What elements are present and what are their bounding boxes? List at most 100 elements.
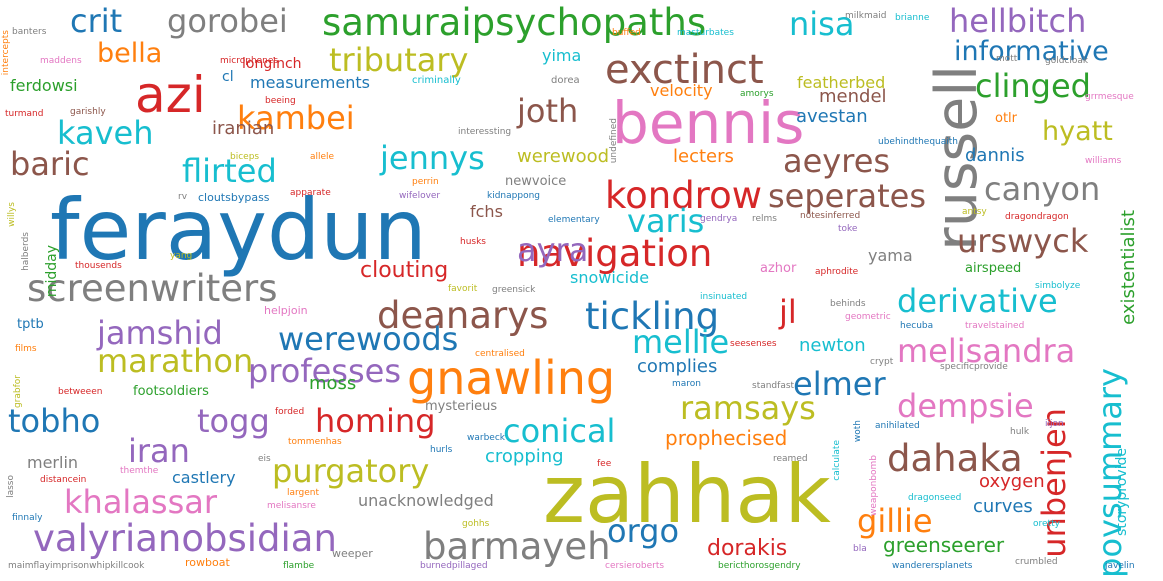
cloud-word-themthe: themthe bbox=[120, 466, 159, 476]
cloud-word-otlr: otlr bbox=[995, 111, 1018, 126]
cloud-word-informative: informative bbox=[954, 36, 1109, 67]
cloud-word-halberds: halberds bbox=[21, 232, 31, 271]
cloud-word-hulk: hulk bbox=[1010, 427, 1030, 437]
cloud-word-lecters: lecters bbox=[673, 146, 734, 167]
cloud-word-flirted: flirted bbox=[182, 152, 277, 190]
cloud-word-ubehindthequaith: ubehindthequaith bbox=[878, 137, 959, 147]
cloud-word-bella: bella bbox=[97, 38, 163, 69]
cloud-word-biceps: biceps bbox=[230, 152, 260, 162]
cloud-word-measurements: measurements bbox=[250, 73, 370, 92]
cloud-word-clouting: clouting bbox=[360, 258, 449, 283]
cloud-word-newton: newton bbox=[799, 335, 866, 356]
cloud-word-helpjoin: helpjoin bbox=[264, 304, 308, 317]
cloud-word-woth: woth bbox=[853, 420, 863, 443]
cloud-word-tobho: tobho bbox=[8, 402, 101, 440]
cloud-word-seesenses: seesenses bbox=[730, 339, 777, 349]
cloud-word-mendel: mendel bbox=[819, 86, 887, 107]
cloud-word-centralised: centralised bbox=[475, 349, 525, 359]
cloud-word-feraydun: feraydun bbox=[50, 181, 427, 279]
cloud-word-ferdowsi: ferdowsi bbox=[10, 76, 78, 95]
cloud-word-aphrodite: aphrodite bbox=[815, 267, 859, 277]
cloud-word-maddens: maddens bbox=[40, 56, 82, 66]
cloud-word-oxygen: oxygen bbox=[979, 471, 1045, 492]
cloud-word-fchs: fchs bbox=[470, 202, 503, 221]
cloud-word-footsoldiers: footsoldiers bbox=[133, 384, 209, 399]
cloud-word-crypt: crypt bbox=[870, 357, 894, 367]
cloud-word-criminally: criminally bbox=[412, 75, 461, 86]
cloud-word-distancein: distancein bbox=[40, 475, 87, 485]
cloud-word-storyprovide: storyprovide bbox=[1114, 448, 1130, 536]
cloud-word-varis: varis bbox=[627, 202, 705, 240]
cloud-word-derivative: derivative bbox=[897, 282, 1058, 320]
cloud-word-screenwriters: screenwriters bbox=[27, 267, 278, 310]
cloud-word-flambe: flambe bbox=[283, 561, 315, 571]
cloud-word-lasso: lasso bbox=[6, 475, 16, 498]
cloud-word-purgatory: purgatory bbox=[272, 452, 430, 490]
cloud-word-eis: eis bbox=[258, 454, 271, 464]
cloud-word-snowicide: snowicide bbox=[570, 268, 650, 287]
cloud-word-elmer: elmer bbox=[793, 365, 886, 403]
cloud-word-mellie: mellie bbox=[632, 323, 730, 361]
cloud-word-iranian: iranian bbox=[212, 118, 275, 139]
cloud-word-largent: largent bbox=[287, 488, 320, 498]
cloud-word-marathon: marathon bbox=[97, 342, 254, 380]
cloud-word-bennis: bennis bbox=[612, 89, 805, 157]
cloud-word-gorobei: gorobei bbox=[167, 2, 288, 40]
cloud-word-cropping: cropping bbox=[485, 446, 564, 467]
cloud-word-midday: midday bbox=[44, 245, 60, 298]
cloud-word-prophecised: prophecised bbox=[665, 426, 788, 450]
cloud-word-orgo: orgo bbox=[607, 512, 680, 550]
cloud-word-curves: curves bbox=[973, 496, 1033, 517]
cloud-word-aeyres: aeyres bbox=[783, 142, 891, 180]
cloud-word-warbeck: warbeck bbox=[467, 433, 505, 443]
cloud-word-ayra: ayra bbox=[517, 231, 589, 269]
cloud-word-antsy: antsy bbox=[962, 207, 987, 217]
cloud-word-iran: iran bbox=[128, 432, 190, 470]
cloud-word-ramsays: ramsays bbox=[680, 389, 816, 427]
cloud-word-oretty: oretty bbox=[1033, 519, 1060, 529]
cloud-word-merlin: merlin bbox=[27, 453, 79, 472]
cloud-word-melisandra: melisandra bbox=[897, 332, 1076, 370]
cloud-word-tributary: tributary bbox=[329, 41, 469, 79]
cloud-word-buffed: buffed bbox=[612, 28, 641, 38]
cloud-word-dorakis: dorakis bbox=[707, 536, 788, 561]
cloud-word-kaveh: kaveh bbox=[57, 114, 154, 152]
cloud-word-melisansre: melisansre bbox=[267, 501, 316, 511]
cloud-word-urswyck: urswyck bbox=[957, 222, 1089, 260]
cloud-word-jl: jl bbox=[779, 293, 797, 331]
cloud-word-interessting: interessting bbox=[458, 127, 512, 137]
cloud-word-avestan: avestan bbox=[796, 106, 868, 127]
cloud-word-thousends: thousends bbox=[75, 261, 122, 271]
cloud-word-bla: bla bbox=[853, 544, 867, 554]
cloud-word-bericthorosgendry: bericthorosgendry bbox=[718, 561, 801, 571]
cloud-word-tommenhas: tommenhas bbox=[288, 437, 342, 447]
cloud-word-iijon: iijon bbox=[1045, 419, 1064, 429]
cloud-word-crit: crit bbox=[70, 2, 123, 40]
cloud-word-weeper: weeper bbox=[332, 547, 373, 560]
cloud-word-weaponbomb: weaponbomb bbox=[869, 455, 879, 517]
cloud-word-canyon: canyon bbox=[984, 170, 1101, 208]
cloud-word-barmayeh: barmayeh bbox=[423, 525, 611, 568]
cloud-word-jennys: jennys bbox=[380, 139, 485, 177]
cloud-word-azi: azi bbox=[135, 66, 206, 124]
cloud-word-gillie: gillie bbox=[857, 502, 933, 540]
cloud-word-wanderersplanets: wanderersplanets bbox=[892, 561, 973, 571]
cloud-word-dahaka: dahaka bbox=[887, 437, 1023, 480]
cloud-word-elementary: elementary bbox=[548, 215, 600, 225]
cloud-word-exctinct: exctinct bbox=[605, 47, 764, 93]
cloud-word-mysterieus: mysterieus bbox=[425, 399, 498, 414]
cloud-word-kondrow: kondrow bbox=[605, 174, 762, 217]
cloud-word-intercepts: intercepts bbox=[1, 30, 11, 76]
cloud-word-willys: willys bbox=[7, 202, 17, 227]
cloud-word-greensick: greensick bbox=[492, 285, 536, 295]
cloud-word-deanarys: deanarys bbox=[377, 294, 549, 337]
cloud-word-longinch: longinch bbox=[242, 56, 302, 72]
cloud-word-masturbates: masturbates bbox=[677, 28, 734, 38]
cloud-word-complies: complies bbox=[637, 356, 718, 377]
cloud-word-reamed: reamed bbox=[773, 454, 808, 464]
cloud-word-velocity: velocity bbox=[650, 81, 713, 100]
cloud-word-werewoods: werewoods bbox=[278, 320, 459, 358]
cloud-word-fee: fee bbox=[597, 459, 612, 469]
cloud-word-conical: conical bbox=[503, 412, 616, 450]
cloud-word-undefined: undefined bbox=[609, 118, 619, 164]
